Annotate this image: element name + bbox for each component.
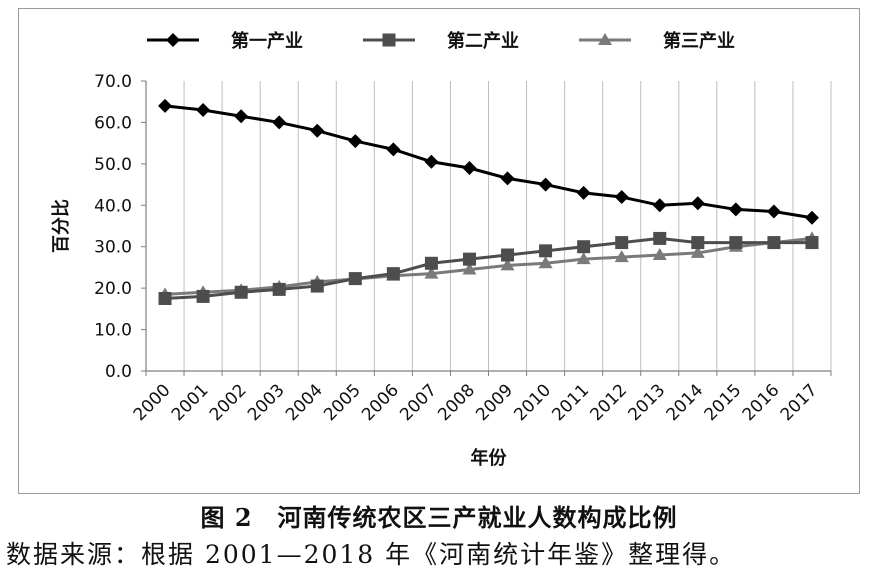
data-point-diamond — [424, 154, 439, 169]
y-tick-label: 30.0 — [94, 238, 132, 258]
data-point-square — [539, 244, 553, 258]
data-point-diamond — [462, 161, 477, 175]
chart-frame: 0.0 10.0 20.0 30.0 40.0 50.0 60.0 70.0 2000 2001… — [18, 8, 860, 494]
legend-label: 第三产业 — [663, 30, 735, 52]
data-point-diamond — [576, 185, 591, 200]
data-point-diamond — [196, 103, 211, 117]
data-point-square — [196, 289, 210, 303]
x-tick-label: 2011 — [548, 380, 593, 425]
data-point-triangle — [462, 262, 477, 275]
x-tick-label: 2016 — [739, 380, 784, 425]
x-tick-label: 2001 — [168, 380, 213, 425]
data-point-diamond — [652, 198, 667, 213]
data-point-square — [348, 272, 362, 286]
data-point-diamond — [728, 202, 743, 217]
x-tick-label: 2015 — [701, 380, 746, 425]
data-point-square — [234, 285, 248, 299]
data-point-diamond — [614, 190, 629, 204]
data-point-diamond — [234, 109, 249, 124]
data-point-diamond — [166, 33, 180, 47]
data-point-diamond — [158, 98, 173, 113]
x-tick-label: 2006 — [358, 380, 403, 425]
y-tick-label: 60.0 — [94, 113, 132, 133]
x-tick-label: 2008 — [434, 380, 479, 425]
data-point-triangle — [500, 258, 515, 271]
data-point-triangle — [614, 250, 629, 263]
data-point-square — [272, 282, 286, 296]
data-point-square — [386, 267, 400, 281]
x-tick-label: 2002 — [206, 380, 251, 425]
data-point-triangle — [598, 33, 612, 45]
series-square — [158, 231, 819, 305]
x-tick-label: 2013 — [625, 380, 670, 425]
data-point-diamond — [272, 115, 287, 130]
x-tick-label: 2014 — [663, 380, 708, 425]
data-point-square — [767, 236, 781, 250]
data-point-square — [501, 248, 515, 262]
data-point-square — [462, 252, 476, 266]
x-tick-label: 2004 — [282, 380, 327, 425]
x-axis-title: 年份 — [471, 447, 508, 469]
legend: 第一产业 第二产业 第三产业 — [147, 30, 735, 52]
y-tick-label: 0.0 — [105, 362, 132, 382]
x-tick-label: 2009 — [472, 380, 517, 425]
x-tick-label: 2003 — [244, 380, 289, 425]
data-point-triangle — [538, 256, 553, 269]
legend-item: 第三产业 — [579, 30, 735, 52]
x-tick-label: 2012 — [586, 380, 631, 425]
y-tick-label: 10.0 — [94, 321, 132, 341]
data-point-square — [729, 236, 743, 250]
data-point-square — [691, 236, 705, 250]
x-tick-label: 2007 — [396, 380, 441, 425]
vertical-gridlines — [183, 81, 832, 371]
data-point-diamond — [538, 177, 553, 192]
data-point-diamond — [348, 134, 363, 149]
x-tick-label: 2000 — [130, 380, 175, 425]
data-point-square — [615, 236, 629, 250]
data-point-triangle — [576, 252, 591, 265]
data-point-triangle — [652, 248, 667, 260]
figure-caption: 图 2 河南传统农区三产就业人数构成比例 — [200, 503, 678, 532]
y-tick-label: 20.0 — [94, 279, 132, 299]
data-point-diamond — [386, 142, 401, 157]
data-point-diamond — [310, 123, 325, 138]
data-point-triangle — [690, 245, 705, 258]
series-lines — [158, 98, 819, 305]
legend-label: 第一产业 — [231, 30, 303, 52]
legend-item: 第一产业 — [147, 30, 303, 52]
y-tick-label: 50.0 — [94, 155, 132, 175]
data-point-square — [805, 236, 819, 250]
series-diamond — [158, 98, 819, 225]
x-tick-labels: 2000200120022003200420052006200720082009… — [130, 380, 822, 425]
y-tick-label: 40.0 — [94, 196, 132, 216]
data-point-square — [158, 292, 172, 305]
line-chart: 0.0 10.0 20.0 30.0 40.0 50.0 60.0 70.0 20002001… — [51, 30, 832, 469]
data-point-square — [577, 240, 591, 254]
data-point-square — [382, 33, 396, 47]
data-point-square — [424, 256, 438, 270]
data-point-diamond — [804, 210, 819, 225]
x-tick-label: 2017 — [777, 380, 822, 425]
data-point-diamond — [766, 204, 781, 219]
series-line — [164, 104, 813, 220]
y-tick-label: 70.0 — [94, 72, 132, 92]
x-tick-label: 2005 — [320, 380, 365, 425]
source-note: 数据来源：根据 2001—2018 年《河南统计年鉴》整理得。 — [6, 540, 737, 569]
data-point-diamond — [500, 171, 515, 186]
data-point-triangle — [424, 266, 439, 279]
data-point-diamond — [690, 196, 705, 211]
x-tick-label: 2010 — [510, 380, 555, 425]
y-axis-title: 百分比 — [51, 199, 72, 253]
y-tick-labels: 0.0 10.0 20.0 30.0 40.0 50.0 60.0 70.0 — [94, 72, 146, 382]
legend-item: 第二产业 — [363, 30, 519, 52]
legend-label: 第二产业 — [447, 30, 519, 52]
axes — [145, 81, 832, 376]
data-point-square — [653, 231, 667, 245]
data-point-square — [310, 279, 324, 293]
